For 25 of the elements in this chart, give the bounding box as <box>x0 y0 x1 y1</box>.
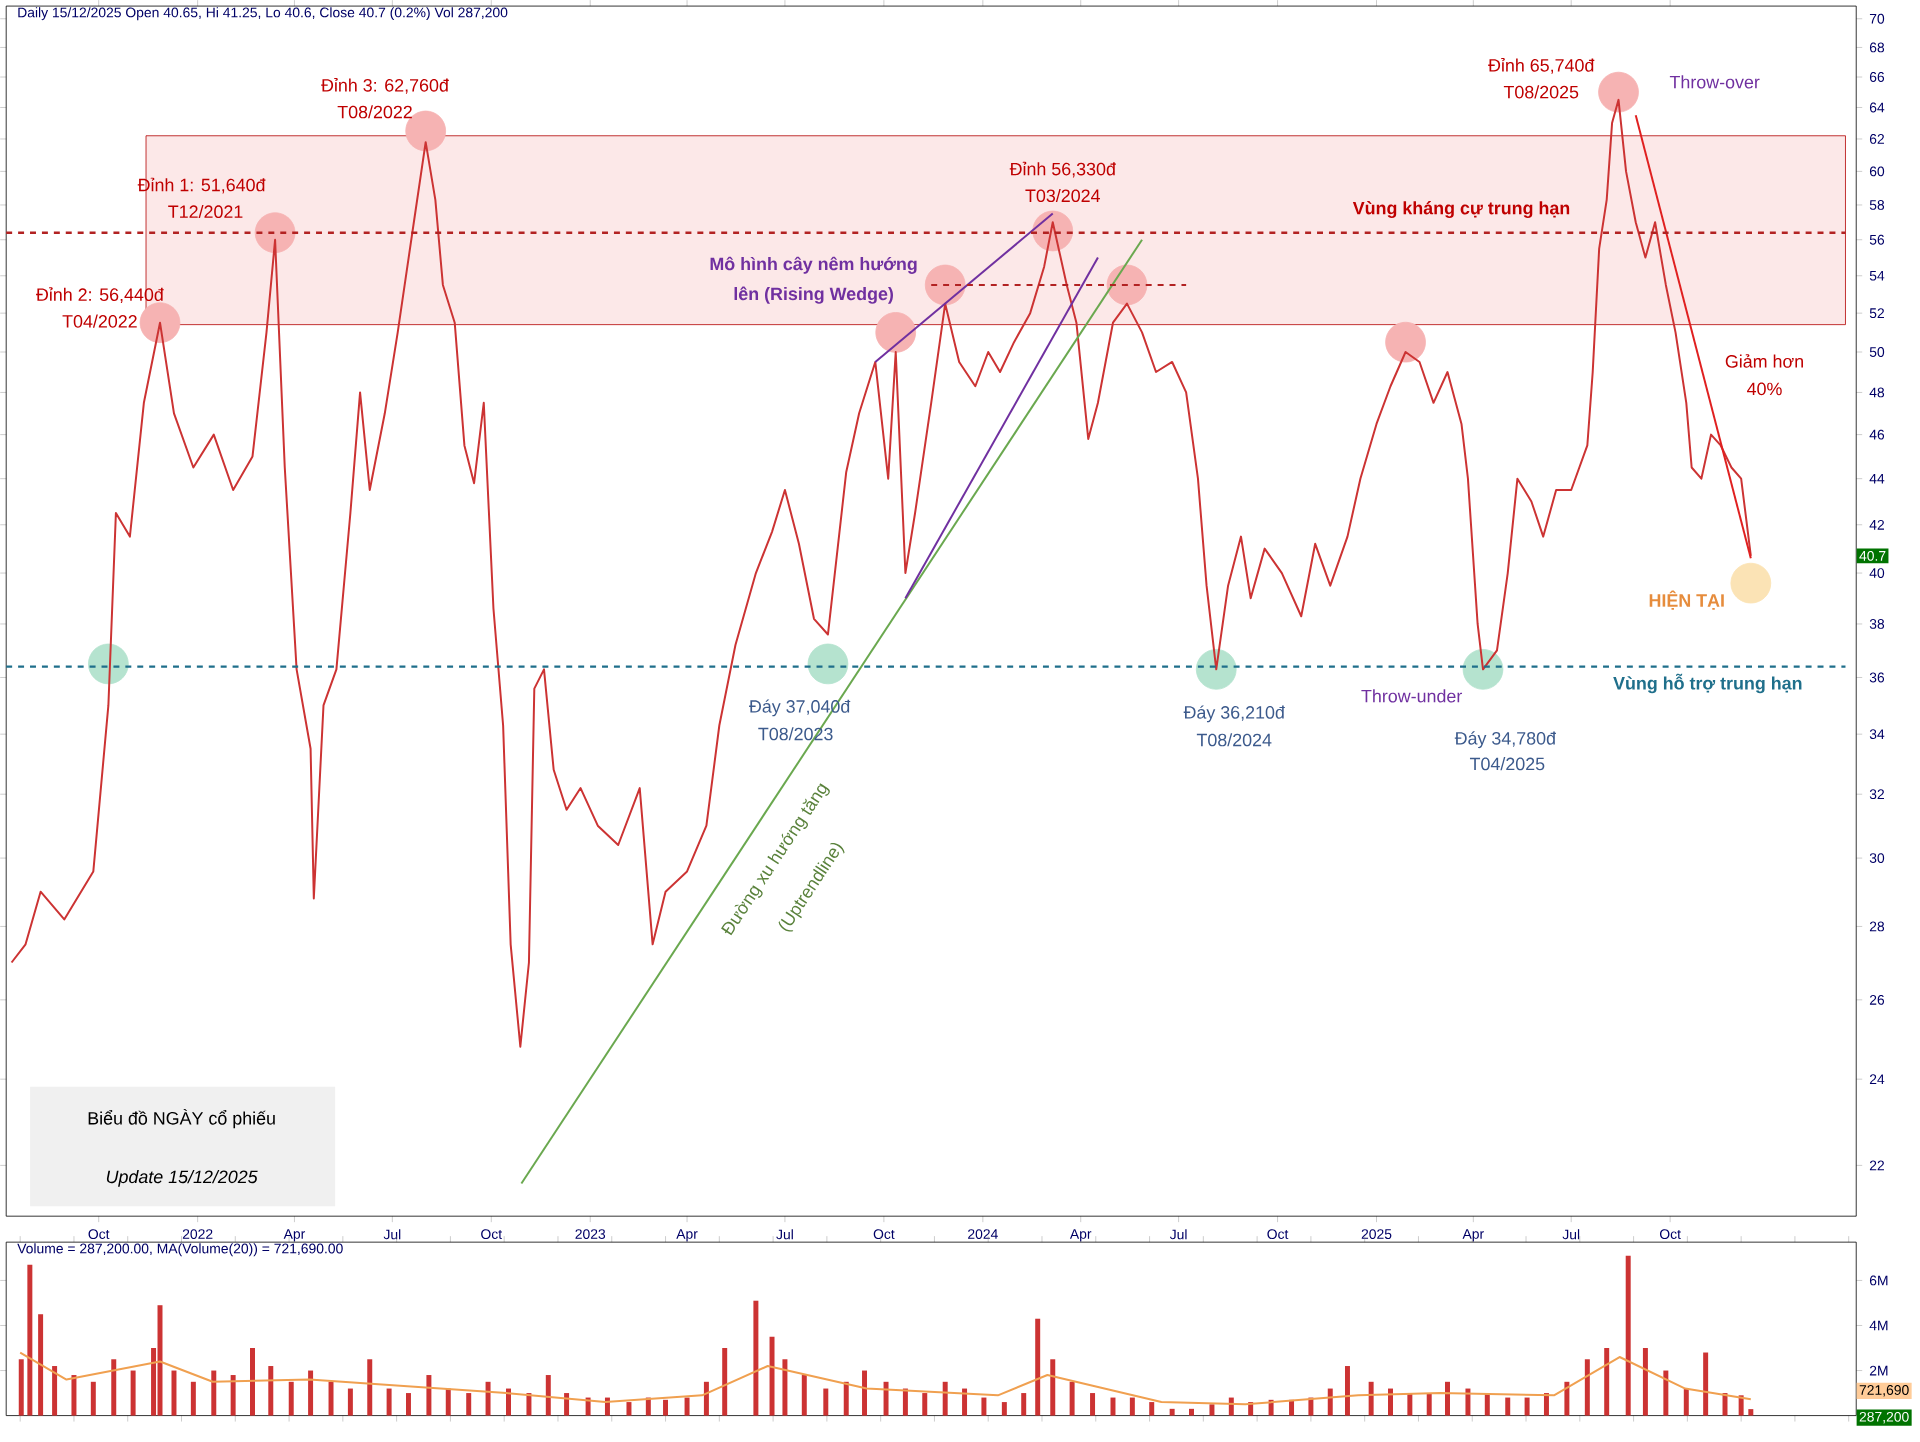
annotation: T12/2021 <box>168 205 243 219</box>
annotation: Đáy 34,780đ <box>1454 731 1556 749</box>
annotation: Đỉnh 1: 51,640đ <box>137 177 266 194</box>
annotation: Đỉnh 3: 62,760đ <box>321 78 449 95</box>
annotation: Update 15/12/2025 <box>106 1170 258 1187</box>
annotation: Giảm hơn <box>1725 354 1803 368</box>
annotation: T03/2024 <box>1025 189 1100 203</box>
annotation: Đỉnh 65,740đ <box>1488 58 1595 75</box>
annotation: Throw-over <box>1669 75 1760 89</box>
annotation: lên (Rising Wedge) <box>734 286 893 305</box>
ref-line-label: Vùng hỗ trợ trung hạn <box>1613 673 1802 694</box>
annotation: Throw-under <box>1361 689 1463 703</box>
annotation: T04/2025 <box>1469 757 1545 771</box>
annotation: HIỆN TẠI <box>1649 590 1724 611</box>
annotation: Đáy 36,210đ <box>1183 705 1285 723</box>
annotation: T08/2025 <box>1503 85 1579 99</box>
annotation: T08/2022 <box>337 105 412 119</box>
annotation: T08/2024 <box>1196 733 1272 747</box>
annotation: Đỉnh 56,330đ <box>1009 161 1116 178</box>
annotation: 40% <box>1747 382 1782 396</box>
annotation: Mô hình cây nêm hướng <box>710 256 917 275</box>
band-label: Vùng kháng cự trung hạn <box>1352 201 1570 219</box>
annotation: Đỉnh 2: 56,440đ <box>36 287 164 304</box>
annotation: Biểu đồ NGÀY cổ phiếu <box>88 1109 275 1129</box>
annotation: T04/2022 <box>62 314 137 328</box>
